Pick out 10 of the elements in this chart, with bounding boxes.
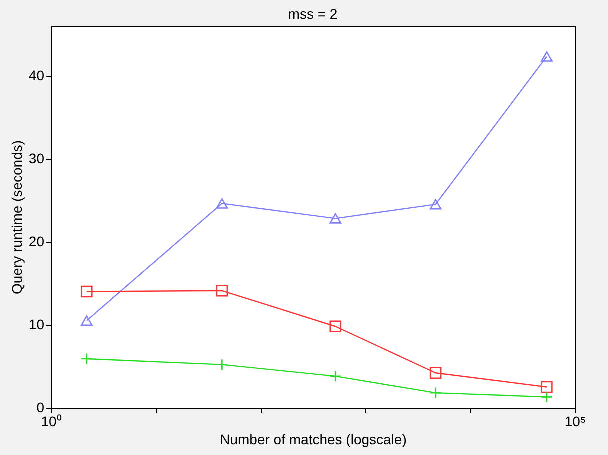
y-tick-label: 20 — [28, 233, 45, 250]
y-tick-label: 40 — [28, 67, 45, 84]
y-tick-label: 10 — [28, 316, 45, 332]
x-tick-label: 10⁵ — [564, 414, 586, 430]
y-tick-label: 0 — [36, 400, 45, 416]
x-tick-label: 10⁰ — [41, 414, 62, 430]
y-axis-title: Query runtime (seconds) — [8, 140, 25, 295]
chart-title: mss = 2 — [288, 6, 338, 22]
x-axis-title: Number of matches (logscale) — [220, 432, 407, 448]
y-tick-label: 30 — [28, 150, 45, 166]
